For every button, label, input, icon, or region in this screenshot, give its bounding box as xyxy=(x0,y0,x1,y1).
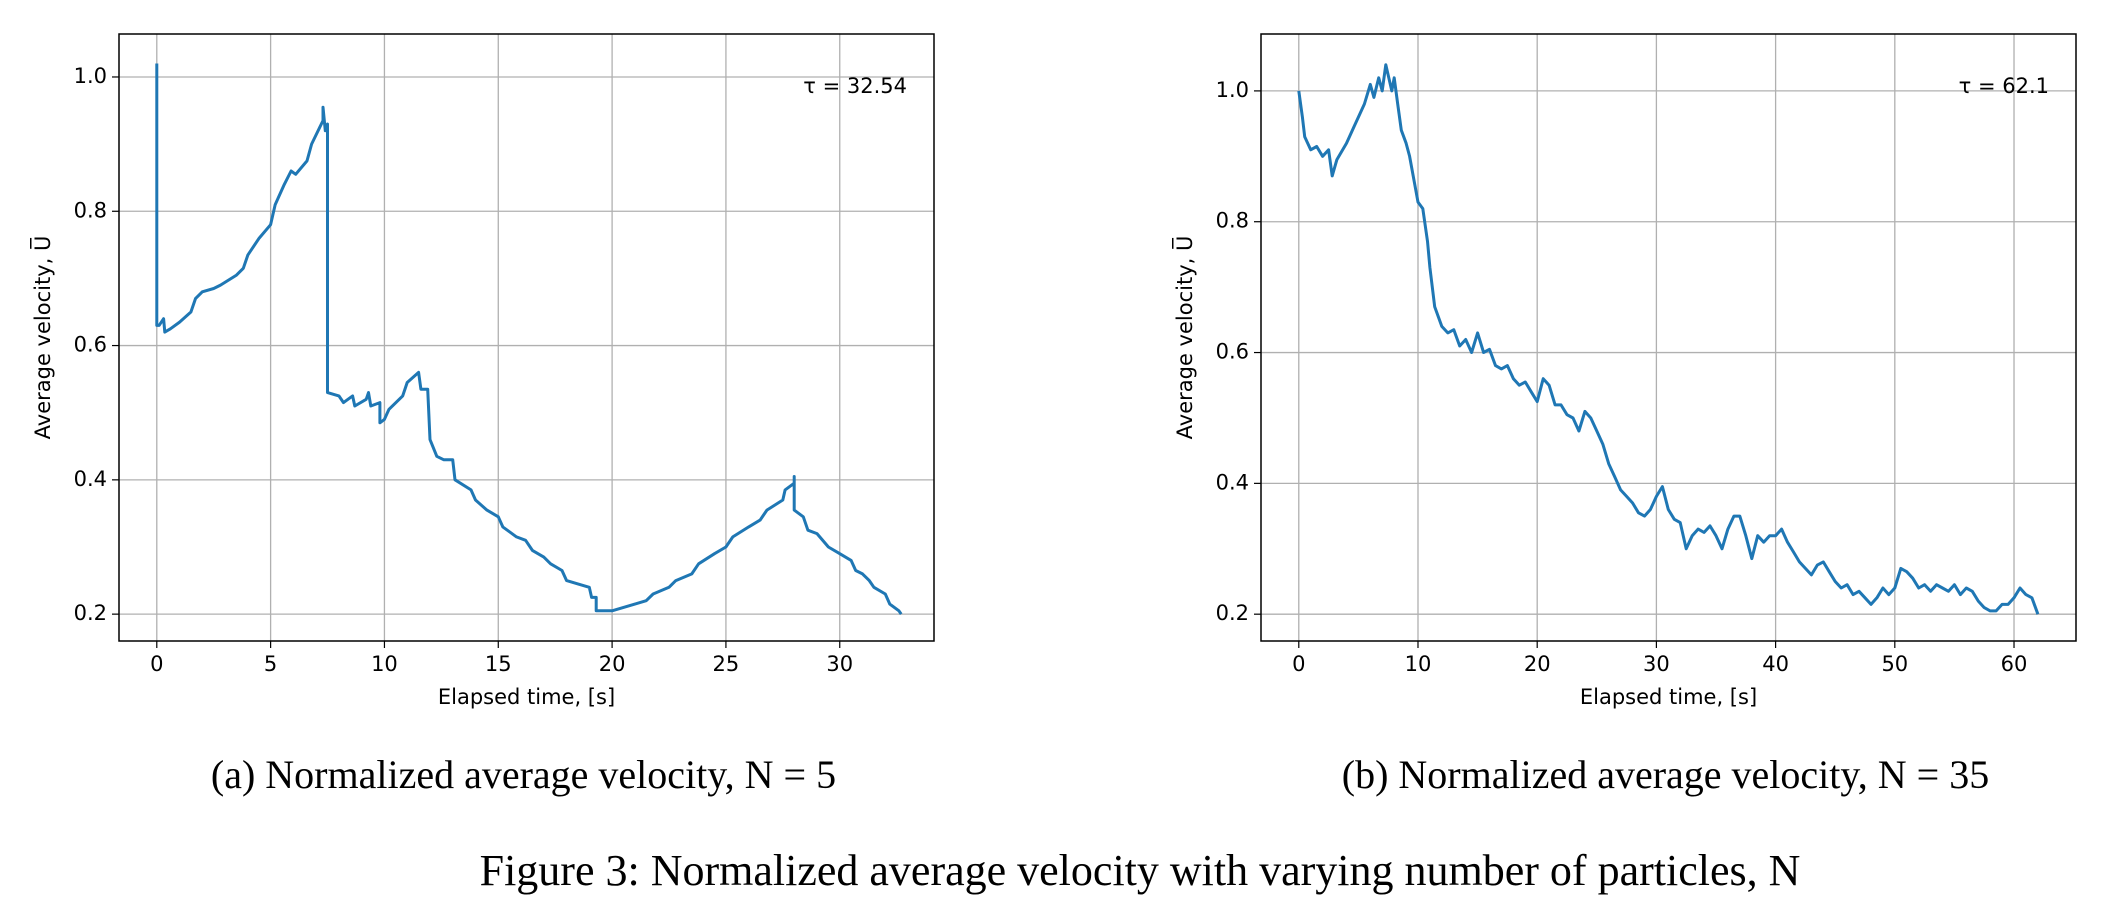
figure-caption: Figure 3: Normalized average velocity wi… xyxy=(480,846,1801,895)
subcaption: (b) Normalized average velocity, N = 35 xyxy=(1342,752,1989,797)
subcaption: (a) Normalized average velocity, N = 5 xyxy=(211,752,836,797)
x-tick-label: 0 xyxy=(150,652,163,676)
plot-frame xyxy=(118,33,935,642)
x-tick-label: 50 xyxy=(1881,652,1908,676)
y-tick-label: 0.6 xyxy=(74,333,107,357)
x-tick-label: 30 xyxy=(826,652,853,676)
annotation: τ = 62.1 xyxy=(1959,74,2049,98)
x-tick-label: 20 xyxy=(1524,652,1551,676)
y-tick-label: 0.8 xyxy=(74,198,107,222)
x-tick-label: 15 xyxy=(485,652,512,676)
x-tick-label: 10 xyxy=(1405,652,1432,676)
y-tick-label: 0.6 xyxy=(1216,340,1249,364)
y-tick-label: 0.4 xyxy=(74,467,107,491)
plot-frame xyxy=(1260,33,2077,642)
line xyxy=(155,63,903,615)
y-tick-label: 0.2 xyxy=(74,601,107,625)
x-tick-label: 10 xyxy=(371,652,398,676)
x-tick-label: 5 xyxy=(264,652,277,676)
line xyxy=(1297,63,2040,615)
annotation: τ = 32.54 xyxy=(803,74,907,98)
x-tick-label: 0 xyxy=(1292,652,1305,676)
x-tick-label: 60 xyxy=(2001,652,2028,676)
y-tick-label: 0.4 xyxy=(1216,470,1249,494)
x-tick-label: 20 xyxy=(599,652,626,676)
x-tick-label: 30 xyxy=(1643,652,1670,676)
y-tick-label: 0.2 xyxy=(1216,601,1249,625)
y-axis-label: Average velocity, U̅ xyxy=(1171,236,1197,440)
y-tick-label: 1.0 xyxy=(74,64,107,88)
x-tick-label: 40 xyxy=(1762,652,1789,676)
y-tick-label: 0.8 xyxy=(1216,209,1249,233)
y-axis-label: Average velocity, U̅ xyxy=(29,236,55,440)
y-tick-label: 1.0 xyxy=(1216,78,1249,102)
x-axis-label: Elapsed time, [s] xyxy=(438,685,615,709)
x-tick-label: 25 xyxy=(713,652,740,676)
x-axis-label: Elapsed time, [s] xyxy=(1580,685,1757,709)
